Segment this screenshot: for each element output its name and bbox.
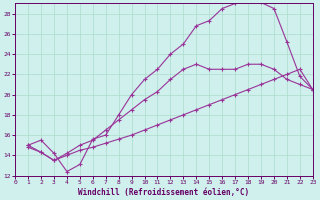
- X-axis label: Windchill (Refroidissement éolien,°C): Windchill (Refroidissement éolien,°C): [78, 188, 250, 197]
